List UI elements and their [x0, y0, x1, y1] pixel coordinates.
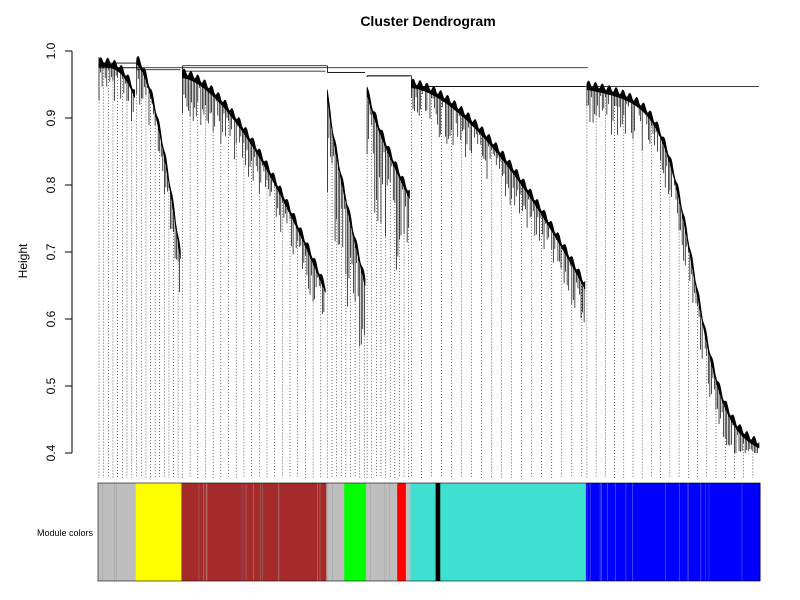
module-bar-frame [97, 482, 761, 582]
y-axis: 0.4 0.5 0.6 0.7 0.8 0.9 1.0 [44, 42, 73, 461]
dendrogram-guides [98, 64, 754, 478]
y-tick-label: 0.6 [44, 310, 58, 327]
module-band-blue [585, 483, 761, 581]
module-band-green [344, 483, 367, 581]
module-band-grey [405, 483, 411, 581]
module-band-yellow [135, 483, 182, 581]
y-tick-label: 0.9 [44, 109, 58, 126]
module-color-bar [97, 482, 761, 582]
dendrogram-merges [98, 57, 759, 87]
cluster-branch-green [327, 89, 366, 286]
y-tick-label: 1.0 [44, 42, 58, 59]
cluster-branch-grey [98, 57, 135, 98]
module-colors-label: Module colors [37, 528, 94, 538]
module-band-brown [181, 483, 327, 581]
dendrogram-tree [98, 56, 760, 478]
y-tick-label: 0.8 [44, 176, 58, 193]
y-axis-label: Height [16, 243, 30, 278]
y-tick-label: 0.7 [44, 243, 58, 260]
module-band-grey [98, 483, 137, 581]
module-band-red [397, 483, 407, 581]
cluster-branch-brown [182, 68, 326, 293]
module-bar-stripes [102, 483, 743, 581]
module-band-turquoise [440, 483, 587, 581]
module-band-turquoise [410, 483, 437, 581]
module-band-grey [366, 483, 398, 581]
y-tick-label: 0.5 [44, 377, 58, 394]
y-tick-label: 0.4 [44, 444, 58, 461]
cluster-branch-blue [586, 80, 760, 449]
module-band-black [435, 483, 441, 581]
module-band-grey [326, 483, 345, 581]
chart-title: Cluster Dendrogram [360, 13, 495, 29]
